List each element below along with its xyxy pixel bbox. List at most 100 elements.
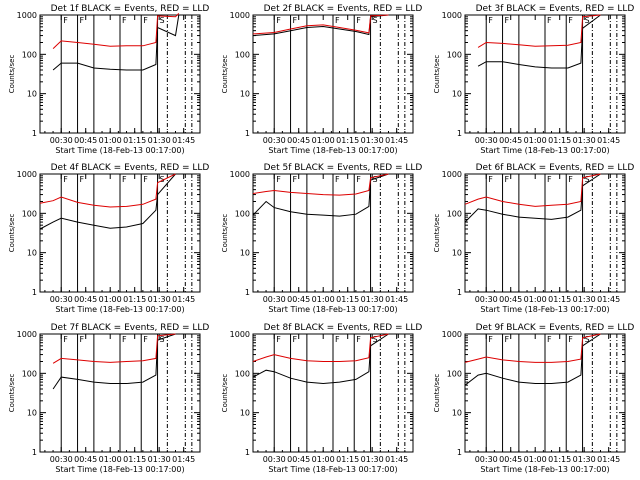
flag-label: F [505, 16, 510, 25]
detector-panel: Det 5f BLACK = Events, RED = LLD 1 10 100 10… [221, 163, 422, 314]
x-axis-label: Start Time (18-Feb-13 00:17:00) [480, 305, 609, 314]
detector-panel: Det 2f BLACK = Events, RED = LLD 1 10 100 10… [221, 4, 422, 155]
x-tick-label: 00:45 [499, 455, 522, 464]
y-tick-label: 100 [22, 209, 37, 218]
x-tick-label: 01:15 [548, 455, 571, 464]
y-tick-label: 100 [235, 369, 250, 378]
x-tick-label: 00:45 [74, 295, 97, 304]
flag-label: F [488, 335, 493, 344]
flag-label: F [143, 335, 148, 344]
x-tick-label: 01:00 [524, 295, 547, 304]
y-tick-label: 1000 [17, 330, 37, 339]
panel-title: Det 2f BLACK = Events, RED = LLD [264, 4, 423, 14]
flag-label: F [80, 175, 85, 184]
series-line-lld [52, 333, 176, 364]
y-axis-label: Counts/sec [221, 374, 229, 413]
x-tick-label: 00:45 [287, 295, 310, 304]
flag-label: F [335, 335, 340, 344]
y-axis-label: Counts/sec [221, 55, 229, 94]
x-tick-label: 01:15 [123, 455, 146, 464]
y-tick-label: 100 [447, 209, 462, 218]
flag-label: F [547, 16, 552, 25]
x-tick-label: 01:30 [361, 295, 384, 304]
flag-label: F [335, 16, 340, 25]
y-axis-label: Counts/sec [221, 214, 229, 253]
flag-label: S [160, 16, 165, 25]
x-tick-label: 01:30 [361, 455, 384, 464]
x-tick-label: 01:30 [573, 136, 596, 145]
series-line-events [464, 173, 601, 223]
flag-label: F [356, 175, 361, 184]
x-tick-label: 01:45 [385, 455, 408, 464]
x-tick-label: 01:15 [123, 295, 146, 304]
y-tick-label: 10 [27, 409, 37, 418]
panel-title: Det 6f BLACK = Events, RED = LLD [476, 163, 635, 173]
x-tick-label: 01:45 [597, 295, 620, 304]
flag-label: F [356, 16, 361, 25]
series-line-lld [464, 333, 601, 363]
x-tick-label: 00:45 [287, 136, 310, 145]
flag-label: F [568, 175, 573, 184]
x-tick-label: 01:00 [524, 136, 547, 145]
detector-panel: Det 8f BLACK = Events, RED = LLD 1 10 100 10… [221, 323, 422, 474]
flag-label: F [568, 16, 573, 25]
y-tick-label: 1 [245, 288, 250, 297]
y-tick-label: 100 [235, 50, 250, 59]
flag-label: F [505, 335, 510, 344]
flag-label: F [488, 16, 493, 25]
x-tick-label: 01:00 [99, 455, 122, 464]
detector-panel: Det 7f BLACK = Events, RED = LLD 1 10 100 10… [8, 323, 209, 474]
series-line-events [464, 333, 601, 386]
y-tick-label: 10 [27, 90, 37, 99]
x-tick-label: 00:30 [475, 455, 498, 464]
flag-label: S [160, 175, 165, 184]
flag-label: S [373, 16, 378, 25]
series-line-lld [477, 14, 601, 48]
x-tick-label: 01:45 [597, 455, 620, 464]
y-axis-label: Counts/sec [433, 214, 441, 253]
panel-title: Det 9f BLACK = Events, RED = LLD [476, 323, 635, 333]
x-tick-label: 01:30 [573, 455, 596, 464]
x-tick-label: 01:45 [172, 295, 195, 304]
flag-label: F [63, 335, 68, 344]
x-tick-label: 01:15 [336, 455, 359, 464]
flag-label: F [63, 175, 68, 184]
x-tick-label: 00:30 [263, 455, 286, 464]
series-line-events [52, 14, 180, 71]
series-line-lld [52, 13, 180, 49]
flag-label: S [585, 175, 590, 184]
x-tick-label: 00:30 [50, 455, 73, 464]
x-tick-label: 01:45 [172, 136, 195, 145]
panel-title: Det 7f BLACK = Events, RED = LLD [51, 323, 210, 333]
flag-label: S [373, 335, 378, 344]
x-tick-label: 01:00 [524, 455, 547, 464]
flag-label: F [122, 16, 127, 25]
flag-label: F [293, 16, 298, 25]
x-tick-label: 00:45 [74, 136, 97, 145]
x-tick-label: 00:45 [287, 455, 310, 464]
flag-label: F [143, 175, 148, 184]
y-tick-label: 100 [235, 209, 250, 218]
x-tick-label: 01:45 [172, 455, 195, 464]
flag-label: S [585, 335, 590, 344]
x-tick-label: 01:30 [148, 295, 171, 304]
x-tick-label: 00:30 [263, 295, 286, 304]
flag-label: F [143, 16, 148, 25]
detector-panel: Det 3f BLACK = Events, RED = LLD 1 10 100 10… [433, 4, 634, 155]
flag-label: F [276, 16, 281, 25]
y-tick-label: 10 [240, 409, 250, 418]
detector-panel: Det 4f BLACK = Events, RED = LLD 1 10 100 10… [8, 163, 209, 314]
flag-label: S [585, 16, 590, 25]
panel-title: Det 4f BLACK = Events, RED = LLD [51, 163, 210, 173]
flag-label: F [122, 335, 127, 344]
x-axis-label: Start Time (18-Feb-13 00:17:00) [480, 465, 609, 474]
flag-label: F [568, 335, 573, 344]
flag-label: F [335, 175, 340, 184]
x-tick-label: 01:30 [361, 136, 384, 145]
x-tick-label: 01:15 [336, 295, 359, 304]
x-tick-label: 00:30 [475, 295, 498, 304]
x-tick-label: 01:00 [312, 455, 335, 464]
x-tick-label: 00:45 [74, 455, 97, 464]
panel-title: Det 8f BLACK = Events, RED = LLD [264, 323, 423, 333]
